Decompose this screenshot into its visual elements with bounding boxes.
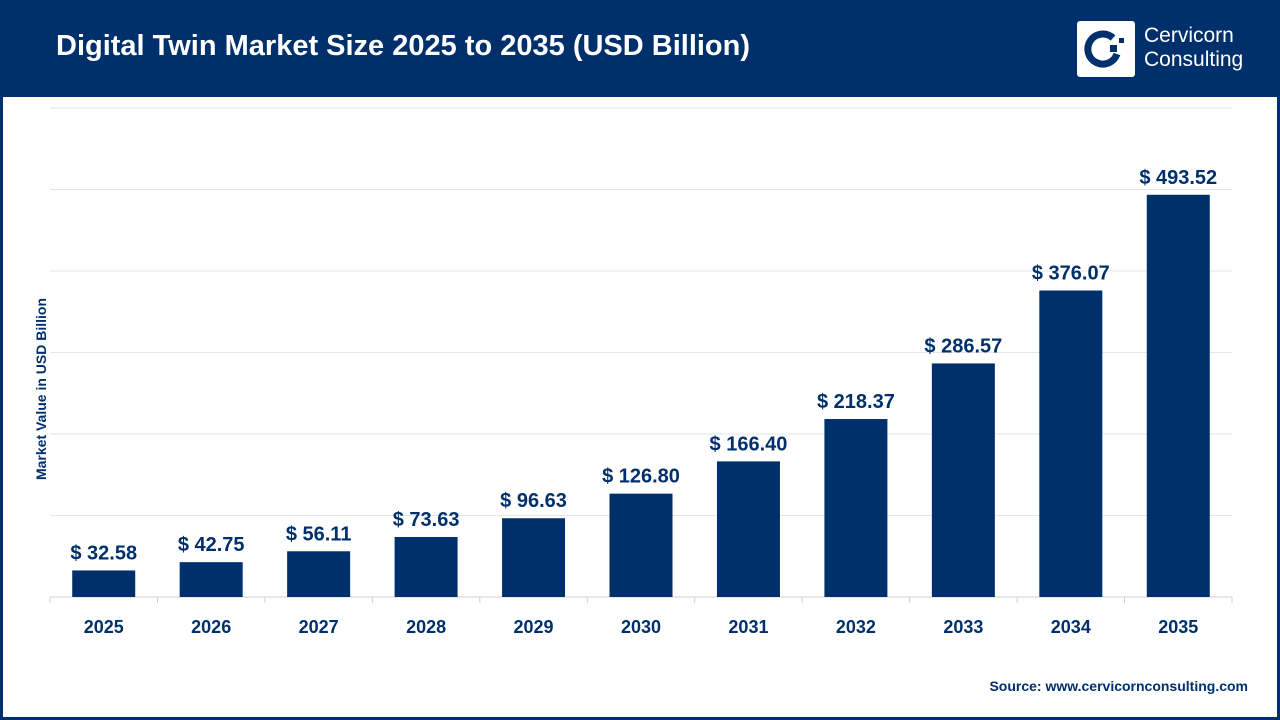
x-tick-label: 2033 bbox=[943, 617, 983, 637]
x-tick-label: 2032 bbox=[836, 617, 876, 637]
logo-text: Cervicorn Consulting bbox=[1144, 24, 1243, 72]
source-text: Source: www.cervicornconsulting.com bbox=[989, 678, 1248, 694]
data-label: $ 218.37 bbox=[817, 391, 895, 413]
x-tick-label: 2027 bbox=[299, 617, 339, 637]
data-label: $ 32.58 bbox=[70, 542, 137, 564]
bar-2034 bbox=[1039, 290, 1103, 597]
x-tick-label: 2035 bbox=[1158, 617, 1198, 637]
data-label: $ 56.11 bbox=[286, 523, 352, 545]
data-label: $ 96.63 bbox=[500, 490, 567, 512]
header-bar: Digital Twin Market Size 2025 to 2035 (U… bbox=[0, 0, 1280, 97]
logo-line2: Consulting bbox=[1144, 48, 1244, 71]
bar-2035 bbox=[1146, 194, 1210, 598]
data-label: $ 493.52 bbox=[1139, 167, 1217, 189]
bar-2029 bbox=[502, 518, 566, 597]
bar-2028 bbox=[394, 536, 458, 597]
bar-2026 bbox=[179, 562, 243, 597]
data-label: $ 286.57 bbox=[924, 335, 1002, 357]
logo-line1: Cervicorn bbox=[1144, 24, 1234, 47]
y-axis-label: Market Value in USD Billion bbox=[33, 297, 49, 481]
bar-2033 bbox=[931, 363, 995, 597]
bar-2025 bbox=[72, 570, 136, 597]
x-tick-label: 2029 bbox=[514, 617, 554, 637]
cervicorn-logo-icon bbox=[1077, 21, 1135, 77]
bar-2032 bbox=[824, 419, 888, 597]
x-tick-label: 2028 bbox=[406, 617, 446, 637]
bar-2030 bbox=[609, 493, 673, 597]
x-tick-label: 2026 bbox=[191, 617, 231, 637]
bar-2027 bbox=[287, 551, 351, 597]
data-label: $ 73.63 bbox=[393, 509, 460, 531]
x-tick-label: 2031 bbox=[728, 617, 768, 637]
x-tick-label: 2025 bbox=[84, 617, 124, 637]
data-label: $ 376.07 bbox=[1032, 263, 1110, 285]
data-label: $ 126.80 bbox=[602, 466, 680, 488]
x-tick-label: 2030 bbox=[621, 617, 661, 637]
x-tick-label: 2034 bbox=[1051, 617, 1091, 637]
data-label: $ 42.75 bbox=[178, 534, 245, 556]
chart-title: Digital Twin Market Size 2025 to 2035 (U… bbox=[56, 30, 751, 62]
bar-2031 bbox=[716, 461, 780, 597]
data-label: $ 166.40 bbox=[710, 433, 788, 455]
